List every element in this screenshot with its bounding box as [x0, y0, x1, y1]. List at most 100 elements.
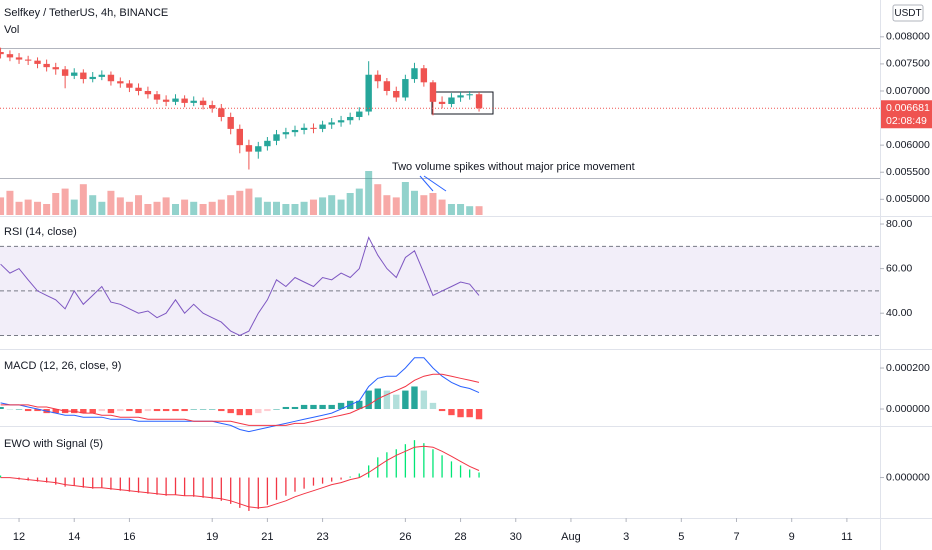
candle-body: [52, 67, 59, 70]
candle-body: [117, 81, 124, 84]
highlight-box: [431, 91, 494, 115]
candle-body: [199, 100, 207, 106]
volume-bar: [190, 201, 198, 215]
macd-histogram-bar: [420, 390, 428, 410]
volume-bar: [172, 204, 180, 215]
x-tick-label: 11: [841, 531, 852, 543]
macd-histogram-bar: [89, 409, 96, 414]
volume-bar: [89, 195, 97, 215]
x-tick-label: 23: [316, 531, 328, 543]
macd-histogram-bar: [383, 390, 391, 410]
y-tick-label: 80.00: [886, 218, 912, 230]
candle-body: [337, 120, 345, 123]
volume-bar: [392, 197, 400, 215]
candle-body: [264, 140, 271, 147]
candle-body: [162, 99, 170, 102]
macd-histogram-bar: [34, 409, 41, 412]
ewo-signal: [0, 445, 480, 509]
x-tick-label: 7: [733, 531, 739, 543]
x-tick-label: 3: [623, 531, 629, 543]
volume-bar: [319, 197, 327, 215]
volume-bar: [208, 201, 216, 215]
candle-body: [61, 69, 69, 76]
macd-histogram-bar: [6, 409, 14, 410]
macd-histogram-bar: [236, 409, 243, 416]
candle-body: [300, 127, 308, 130]
macd-histogram-bar: [52, 409, 59, 414]
candle-body: [135, 87, 142, 91]
volume-bar: [355, 188, 363, 215]
macd-histogram-bar: [135, 409, 142, 414]
candle-body: [89, 76, 96, 80]
macd-histogram-bar: [15, 409, 23, 410]
candle-body: [0, 51, 4, 55]
volume-bar: [346, 193, 354, 215]
macd-line: [0, 373, 480, 426]
candle-body: [43, 63, 50, 68]
volume-bar: [217, 199, 225, 215]
volume-bar: [365, 171, 373, 215]
candle-body: [383, 81, 391, 91]
candle-body: [24, 59, 32, 61]
macd-histogram-bar: [466, 409, 473, 418]
macd-histogram-bar: [80, 409, 87, 414]
macd-histogram-bar: [227, 409, 234, 414]
volume-bar: [466, 206, 474, 215]
volume-bar: [116, 197, 124, 215]
last-price: 0.006681: [886, 102, 930, 114]
candle-body: [6, 54, 14, 58]
x-tick-label: 14: [68, 531, 80, 543]
candle-body: [153, 94, 161, 100]
volume-bar: [420, 195, 428, 215]
volume-bar: [181, 199, 189, 215]
x-tick-label: 16: [123, 531, 135, 543]
annotation-arrow: [419, 175, 434, 192]
y-tick-label: 0.005000: [886, 193, 930, 205]
candle-body: [448, 97, 455, 104]
candle-body: [420, 68, 428, 83]
candle-body: [374, 74, 381, 82]
volume-bar: [263, 201, 271, 215]
macd-line: [0, 357, 480, 433]
volume-label: Vol: [4, 24, 19, 36]
x-tick-label: 28: [454, 531, 466, 543]
x-tick-label: 19: [206, 531, 218, 543]
macd-histogram-bar: [291, 406, 299, 410]
macd-histogram-bar: [411, 386, 418, 410]
countdown: 02:08:49: [886, 115, 927, 127]
y-tick-label: 0.008000: [886, 31, 930, 43]
macd-histogram-bar: [126, 409, 133, 412]
volume-bar: [254, 197, 262, 215]
y-tick-label: 0.007500: [886, 58, 930, 70]
volume-bar: [282, 204, 290, 215]
y-tick-label: 0.000000: [886, 403, 930, 415]
macd-histogram-bar: [402, 390, 409, 410]
macd-histogram-bar: [245, 409, 253, 416]
rsi-title: RSI (14, close): [4, 226, 77, 238]
volume-bar: [162, 197, 170, 215]
volume-bar: [383, 195, 391, 215]
macd-histogram-bar: [429, 402, 437, 410]
x-tick-label: 5: [678, 531, 684, 543]
x-tick-label: 12: [13, 531, 25, 543]
macd-histogram-bar: [153, 409, 161, 412]
candle-body: [209, 105, 216, 109]
candle-body: [411, 68, 418, 80]
candle-body: [34, 60, 41, 64]
macd-histogram-bar: [117, 409, 124, 412]
candle-body: [402, 79, 409, 98]
volume-bar: [429, 193, 437, 215]
volume-bar: [135, 195, 143, 215]
volume-bar: [475, 206, 483, 215]
volume-bar: [410, 190, 418, 215]
y-tick-label: 0.000000: [886, 471, 930, 483]
macd-histogram-bar: [264, 409, 271, 412]
volume-bar: [337, 199, 345, 215]
candle-body: [273, 134, 280, 141]
volume-bar: [447, 204, 455, 215]
volume-bar: [144, 204, 152, 215]
x-tick-label: 26: [399, 531, 411, 543]
macd-histogram-bar: [162, 409, 170, 412]
rsi-line: [0, 236, 480, 337]
currency: USDT: [894, 8, 921, 19]
